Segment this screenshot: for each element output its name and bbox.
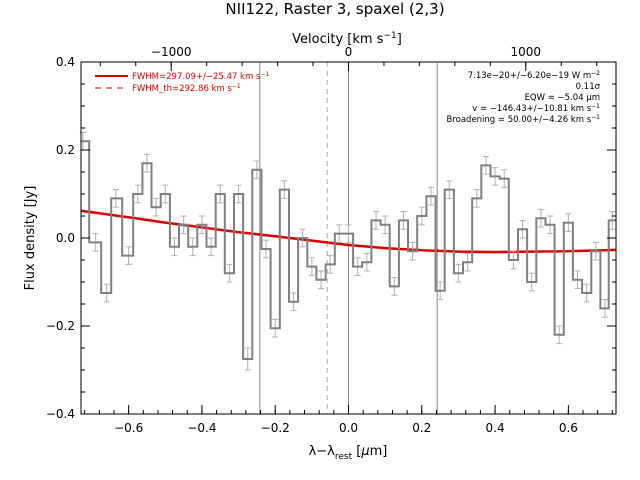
y-axis-label: Flux density [Jy]	[23, 186, 38, 291]
spectrum-layer	[81, 140, 616, 360]
top-tick-label: −1000	[151, 45, 192, 59]
y-tick-label: 0.2	[56, 143, 75, 157]
fit-annotation: 0.11σ	[576, 82, 601, 92]
spectrum-series	[81, 140, 616, 360]
x-tick-label: 0.0	[339, 421, 358, 435]
fit-layer	[80, 209, 617, 254]
fit-annotation: v = −146.43+/−10.81 km s−1	[472, 103, 600, 114]
fit-annotation: 7.13e−20+/−6.20e−19 W m−2	[468, 70, 600, 81]
x-tick-label: 0.2	[412, 421, 431, 435]
fit-annotation: Broadening = 50.00+/−4.26 km s−1	[447, 114, 601, 125]
top-tick-label: 1000	[511, 45, 542, 59]
legend-label: FWHM_th=292.86 km s−1	[132, 83, 241, 94]
x-tick-label: 0.4	[486, 421, 505, 435]
x-tick-label: −0.6	[114, 421, 143, 435]
x-tick-label: 0.6	[559, 421, 578, 435]
top-axis-label: Velocity [km s−1]	[292, 31, 402, 47]
chart-title: NII122, Raster 3, spaxel (2,3)	[225, 0, 444, 18]
legend-label: FWHM=297.09+/−25.47 km s−1	[132, 71, 269, 82]
x-axis-label: λ−λrest [μm]	[309, 444, 388, 462]
x-tick-label: −0.2	[261, 421, 290, 435]
top-tick-label: 0	[345, 45, 353, 59]
y-tick-label: −0.2	[46, 319, 75, 333]
fit-curve	[80, 209, 617, 254]
y-tick-label: 0.4	[56, 55, 75, 69]
fit-annotation: EQW = −5.04 μm	[525, 93, 600, 103]
y-tick-label: −0.4	[46, 407, 75, 421]
legend: FWHM=297.09+/−25.47 km s−1FWHM_th=292.86…	[95, 71, 269, 94]
x-tick-label: −0.4	[187, 421, 216, 435]
y-tick-label: 0.0	[56, 231, 75, 245]
axes: −0.6 −0.4 −0.2 0.0 0.2 0.4 0.6 −0.4 −0.2 0.0 0.2 0.…	[46, 45, 616, 435]
